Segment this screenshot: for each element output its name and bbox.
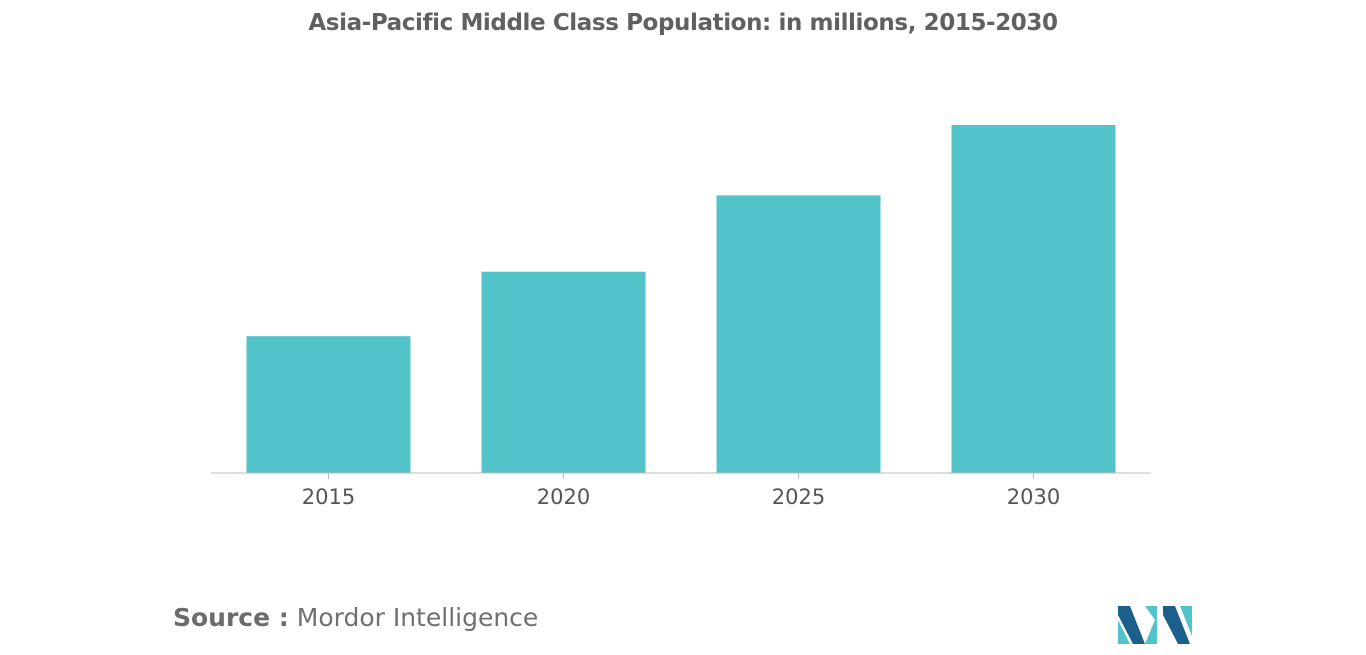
x-tick-label-2025: 2025 [772, 485, 825, 509]
logo-shape-left-light [1118, 620, 1130, 644]
logo-shape-middle [1145, 606, 1157, 644]
chart-title: Asia-Pacific Middle Class Population: in… [308, 10, 1058, 36]
bar-chart: 2015 2020 2025 2030 [211, 125, 1151, 509]
bar-2030 [951, 125, 1116, 473]
x-tick-label-2020: 2020 [537, 485, 590, 509]
x-tick-label-2015: 2015 [302, 485, 355, 509]
bar-2015 [246, 336, 411, 473]
source-label: Source : [173, 603, 289, 632]
mordor-intelligence-logo [1118, 606, 1192, 644]
x-axis-labels: 2015 2020 2025 2030 [302, 485, 1060, 509]
bar-2020 [481, 271, 646, 473]
logo-shape-right-light [1180, 606, 1192, 636]
x-tick-label-2030: 2030 [1007, 485, 1060, 509]
logo-shape-right [1163, 606, 1190, 644]
bars-group [246, 125, 1116, 473]
logo-shape-left [1118, 606, 1145, 644]
source-text: Mordor Intelligence [296, 603, 539, 632]
bar-2025 [716, 195, 881, 473]
x-axis-ticks [328, 473, 1034, 479]
source-note: Source : Mordor Intelligence [173, 603, 538, 632]
